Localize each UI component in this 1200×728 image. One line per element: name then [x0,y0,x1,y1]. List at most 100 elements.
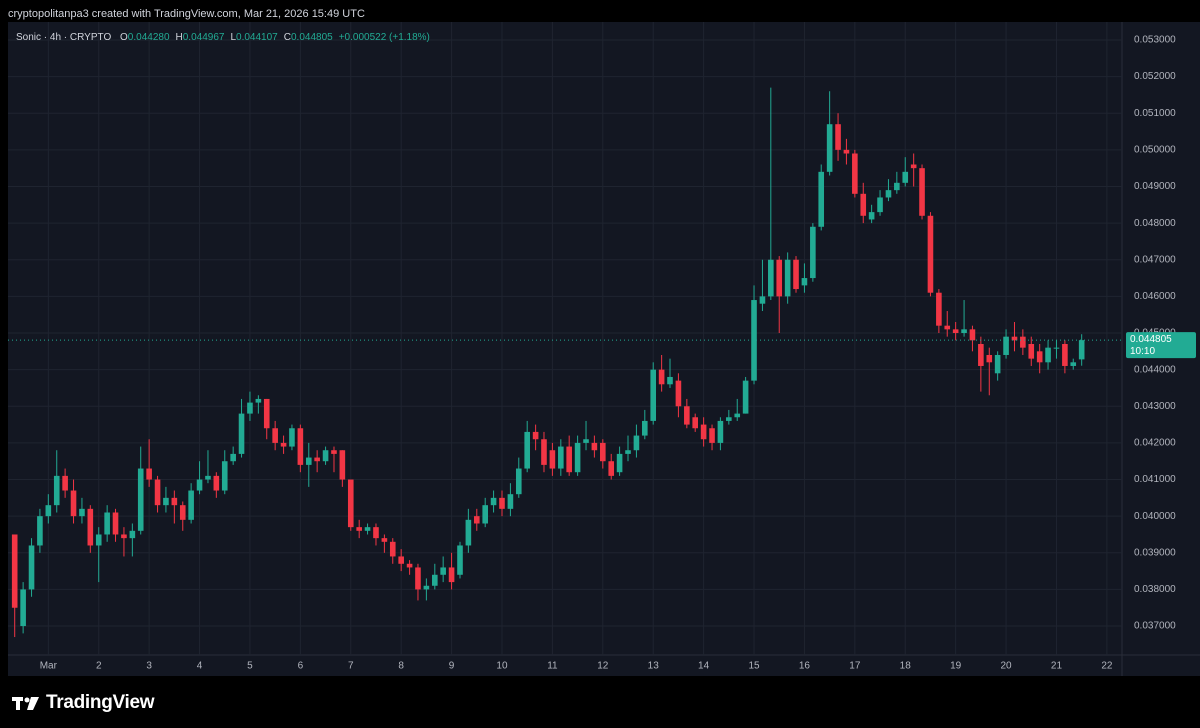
candle-body [179,505,186,520]
candle-body [936,292,942,326]
ohlc-key: L [230,32,237,43]
candle-body [314,457,320,462]
price-label: 0.044805 [1130,334,1172,345]
candle-body [734,413,741,418]
candle-body [616,453,623,473]
candle-body [524,431,530,469]
candle-body [532,431,539,440]
candle-body [1062,343,1068,366]
countdown: 10:10 [1130,346,1155,357]
candle-body [297,428,304,465]
x-tick-label: 4 [197,661,203,672]
y-tick-label: 0.046000 [1134,291,1176,302]
x-tick-label: 15 [748,661,760,672]
x-tick-label: 22 [1101,661,1113,672]
candle-body [927,215,934,293]
candle-body [717,420,724,443]
candle-body [1003,336,1009,355]
footer: TradingView [12,692,155,714]
y-tick-label: 0.044000 [1134,364,1176,375]
candle-body [305,457,312,465]
y-tick-label: 0.039000 [1134,547,1176,558]
candle-body [507,494,514,509]
candle-body [658,369,665,385]
logo [12,697,39,710]
candle-body [171,497,178,506]
candle-body [633,435,640,451]
candle-body [440,567,446,575]
candle-body [381,538,388,542]
candle-body [62,475,68,491]
candle-body [1053,347,1060,349]
candle-body [373,527,379,539]
candle-body [163,497,169,506]
candle-body [205,475,211,480]
candle-body [692,417,699,429]
x-tick-label: 9 [449,661,455,672]
x-tick-label: 3 [146,661,152,672]
x-tick-label: 18 [900,661,912,672]
candle-body [221,461,228,491]
candle-body [154,479,161,506]
candle-body [675,380,682,407]
candle-body [583,439,589,443]
candle-body [473,516,480,524]
candle-body [986,354,993,363]
x-tick-label: 20 [1001,661,1013,672]
candle-body [558,446,564,469]
candle-body [902,171,909,183]
y-tick-label: 0.050000 [1134,144,1176,155]
candle-body [95,534,102,546]
x-tick-label: 16 [799,661,811,672]
x-tick-label: 10 [496,661,508,672]
candle-body [272,428,278,443]
x-tick-label: 6 [298,661,304,672]
candle-body [1028,343,1035,359]
candle-body [1036,351,1043,363]
ohlc-key: O [120,32,128,43]
candle-body [364,527,371,531]
candle-body [667,376,673,385]
candle-body [1020,336,1026,348]
candle-body [87,508,94,546]
candle-body [20,589,26,627]
candle-body [490,497,497,506]
candle-body [549,450,556,469]
candle-body [978,343,984,366]
candle-body [541,439,547,465]
candle-body [826,124,833,172]
candle-body [70,490,77,517]
candle-body [600,442,606,462]
change: +0.000522 (+1.18%) [338,32,430,43]
y-tick-label: 0.043000 [1134,401,1176,412]
candle-body [104,512,110,535]
candle-body [53,475,60,506]
ohlc-key: H [175,32,183,43]
x-tick-label: 14 [698,661,710,672]
candle-body [709,428,715,443]
candle-body [868,212,875,220]
chart-background [8,22,1200,676]
candle-body [389,541,396,557]
candle-body [356,527,362,531]
candle-body [650,369,657,421]
candle-body [910,164,917,169]
candle-body [465,519,472,546]
x-tick-label: 2 [96,661,102,672]
y-tick-label: 0.048000 [1134,218,1176,229]
candle-body [137,468,144,531]
y-tick-label: 0.042000 [1134,438,1176,449]
y-tick-label: 0.051000 [1134,108,1176,119]
candle-body [255,398,262,403]
candle-body [641,420,648,436]
ohlc-value: 0.044805 [290,32,333,43]
candle-body [835,124,841,150]
candle-body [885,190,892,198]
y-tick-label: 0.037000 [1134,621,1176,632]
candle-body [37,516,43,546]
candle-body [213,475,220,491]
candle-body [28,545,35,590]
candle-body [121,534,127,539]
candle-body [515,468,522,495]
candle-body [784,259,791,297]
